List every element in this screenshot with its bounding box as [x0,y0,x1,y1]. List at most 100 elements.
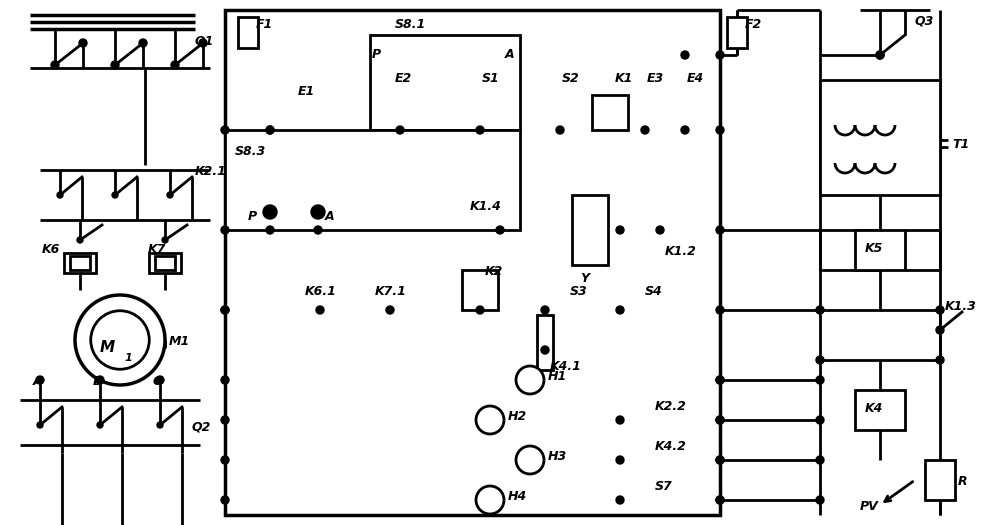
Text: S7: S7 [655,480,673,493]
Circle shape [616,226,624,234]
Bar [925,460,955,500]
Circle shape [556,126,564,134]
Text: K1: K1 [615,72,633,85]
Circle shape [816,496,824,504]
Circle shape [221,376,229,384]
Text: P: P [372,48,381,61]
Circle shape [221,416,229,424]
Circle shape [79,39,87,47]
Circle shape [91,311,149,369]
Text: P: P [248,209,257,223]
Text: 1: 1 [124,353,132,363]
Text: K5: K5 [865,242,883,255]
Circle shape [396,126,404,134]
Bar [64,253,96,273]
Circle shape [716,376,724,384]
Circle shape [681,51,689,59]
Circle shape [616,496,624,504]
Text: K1.2: K1.2 [665,245,697,258]
Bar [238,17,258,48]
Circle shape [656,226,664,234]
Text: A: A [325,209,335,223]
Circle shape [221,226,229,234]
Text: K1.3: K1.3 [945,300,977,313]
Circle shape [221,456,229,464]
Text: C: C [153,375,162,388]
Circle shape [263,205,277,219]
Circle shape [221,496,229,504]
Circle shape [616,416,624,424]
Circle shape [936,356,944,364]
Bar [149,253,181,273]
Text: Y: Y [580,272,589,285]
Circle shape [75,295,165,385]
Bar [370,35,520,130]
Circle shape [37,422,43,428]
Circle shape [51,61,59,69]
Circle shape [314,226,322,234]
Circle shape [476,306,484,314]
Text: F2: F2 [745,18,762,31]
Circle shape [171,61,179,69]
Text: R: R [958,475,968,488]
Circle shape [936,326,944,334]
Bar [537,315,553,370]
Circle shape [221,306,229,314]
Text: S4: S4 [645,285,663,298]
Text: E1: E1 [298,85,315,98]
Text: K4: K4 [865,402,883,415]
Circle shape [221,126,229,134]
Text: S8.3: S8.3 [235,145,266,158]
Circle shape [541,306,549,314]
Circle shape [156,376,164,384]
Text: K6: K6 [42,243,60,256]
Circle shape [266,126,274,134]
Text: K2: K2 [485,265,503,278]
Circle shape [716,456,724,464]
Circle shape [386,306,394,314]
Text: S2: S2 [562,72,580,85]
Bar [592,95,628,130]
Circle shape [816,356,824,364]
Circle shape [816,456,824,464]
Circle shape [167,192,173,198]
Circle shape [36,376,44,384]
Circle shape [516,366,544,394]
Circle shape [496,226,504,234]
Circle shape [476,486,504,514]
Circle shape [876,51,884,59]
Text: K2.1: K2.1 [195,165,227,178]
Bar [820,80,940,195]
Circle shape [476,406,504,434]
Circle shape [716,416,724,424]
Text: E3: E3 [647,72,664,85]
Circle shape [266,126,274,134]
Circle shape [157,422,163,428]
Circle shape [111,61,119,69]
Circle shape [139,39,147,47]
Text: K6.1: K6.1 [305,285,337,298]
Text: H4: H4 [508,490,527,503]
Circle shape [816,306,824,314]
Circle shape [199,39,207,47]
Circle shape [716,51,724,59]
Circle shape [162,237,168,243]
Circle shape [516,446,544,474]
Circle shape [96,376,104,384]
Text: E4: E4 [687,72,704,85]
Circle shape [311,205,325,219]
Text: M: M [99,341,115,355]
Circle shape [716,226,724,234]
Circle shape [716,416,724,424]
Bar [155,256,175,270]
Text: K7: K7 [148,243,166,256]
Text: Q3: Q3 [915,14,934,27]
Text: A: A [33,375,43,388]
Text: K1.4: K1.4 [470,200,502,213]
Circle shape [77,237,83,243]
Circle shape [716,496,724,504]
Circle shape [641,126,649,134]
Circle shape [876,51,884,59]
Text: Q1: Q1 [195,35,214,48]
Text: Q2: Q2 [192,420,211,433]
